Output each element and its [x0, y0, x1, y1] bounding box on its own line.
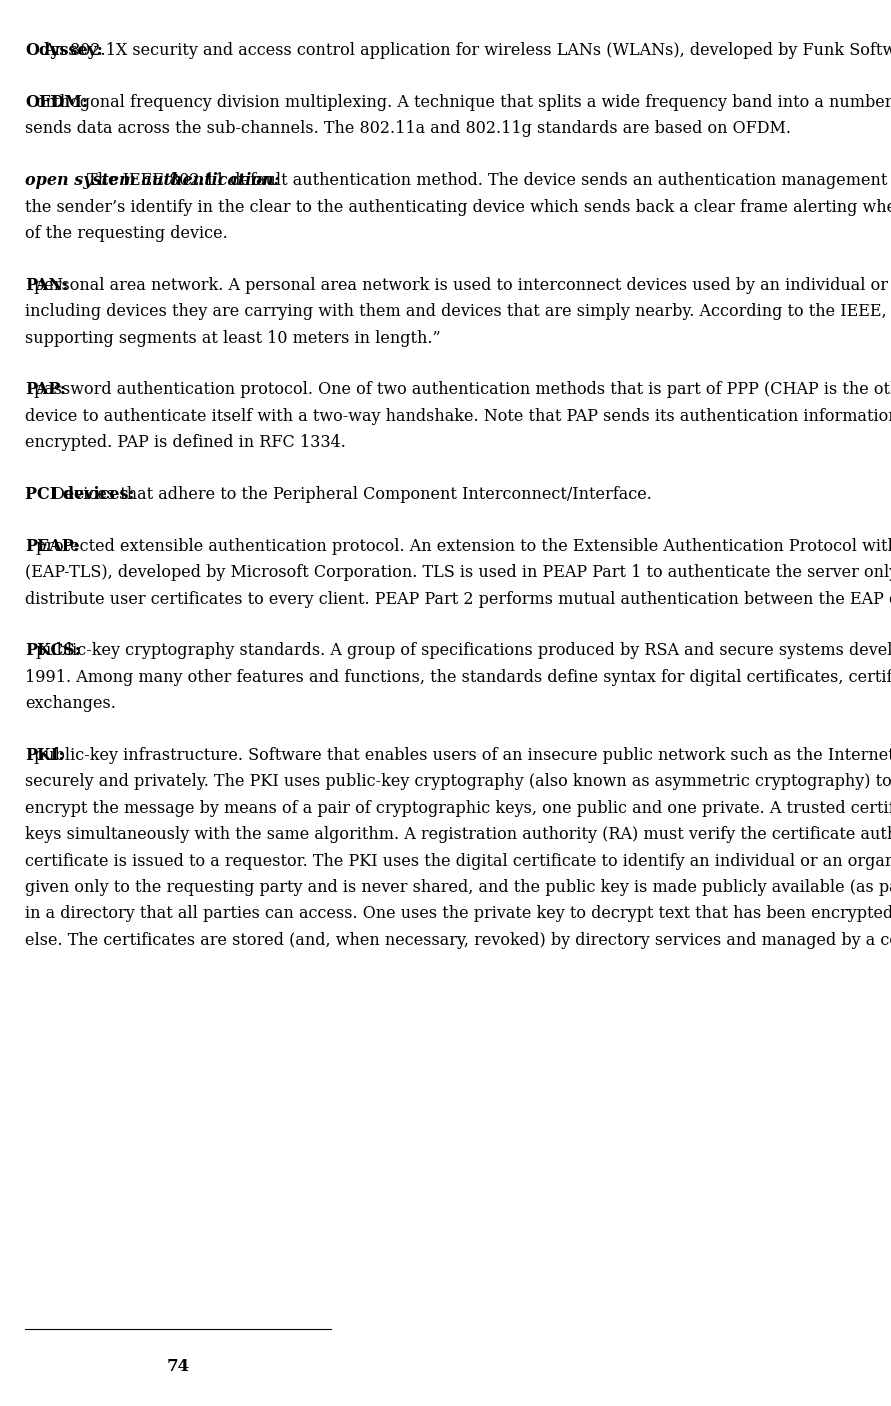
Text: sends data across the sub-channels. The 802.11a and 802.11g standards are based : sends data across the sub-channels. The …	[25, 121, 791, 138]
Text: protected extensible authentication protocol. An extension to the Extensible Aut: protected extensible authentication prot…	[37, 537, 891, 554]
Text: PAN:: PAN:	[25, 277, 69, 294]
Text: exchanges.: exchanges.	[25, 695, 116, 711]
Text: the sender’s identify in the clear to the authenticating device which sends back: the sender’s identify in the clear to th…	[25, 198, 891, 215]
Text: distribute user certificates to every client. PEAP Part 2 performs mutual authen: distribute user certificates to every cl…	[25, 591, 891, 607]
Text: certificate is issued to a requestor. The PKI uses the digital certificate to id: certificate is issued to a requestor. Th…	[25, 852, 891, 869]
Text: keys simultaneously with the same algorithm. A registration authority (RA) must : keys simultaneously with the same algori…	[25, 827, 891, 844]
Text: else. The certificates are stored (and, when necessary, revoked) by directory se: else. The certificates are stored (and, …	[25, 932, 891, 949]
Text: in a directory that all parties can access. One uses the private key to decrypt : in a directory that all parties can acce…	[25, 905, 891, 922]
Text: Odyssey:: Odyssey:	[25, 42, 102, 59]
Text: PEAP:: PEAP:	[25, 537, 79, 554]
Text: given only to the requesting party and is never shared, and the public key is ma: given only to the requesting party and i…	[25, 879, 891, 896]
Text: device to authenticate itself with a two-way handshake. Note that PAP sends its : device to authenticate itself with a two…	[25, 408, 891, 425]
Text: open system authentication:: open system authentication:	[25, 172, 280, 188]
Text: encrypted. PAP is defined in RFC 1334.: encrypted. PAP is defined in RFC 1334.	[25, 434, 346, 451]
Text: An 802.1X security and access control application for wireless LANs (WLANs), dev: An 802.1X security and access control ap…	[44, 42, 891, 59]
Text: including devices they are carrying with them and devices that are simply nearby: including devices they are carrying with…	[25, 304, 891, 321]
Text: 74: 74	[166, 1358, 189, 1375]
Text: Devices that adhere to the Peripheral Component Interconnect/Interface.: Devices that adhere to the Peripheral Co…	[53, 486, 652, 503]
Text: personal area network. A personal area network is used to interconnect devices u: personal area network. A personal area n…	[34, 277, 891, 294]
Text: The IEEE 802.11 default authentication method. The device sends an authenticatio: The IEEE 802.11 default authentication m…	[86, 172, 891, 188]
Text: OFDM:: OFDM:	[25, 94, 87, 111]
Text: orthogonal frequency division multiplexing. A technique that splits a wide frequ: orthogonal frequency division multiplexi…	[37, 94, 891, 111]
Text: PKCS:: PKCS:	[25, 643, 80, 659]
Text: public-key cryptography standards. A group of specifications produced by RSA and: public-key cryptography standards. A gro…	[37, 643, 891, 659]
Text: public-key infrastructure. Software that enables users of an insecure public net: public-key infrastructure. Software that…	[34, 747, 891, 763]
Text: PKI:: PKI:	[25, 747, 64, 763]
Text: (EAP-TLS), developed by Microsoft Corporation. TLS is used in PEAP Part 1 to aut: (EAP-TLS), developed by Microsoft Corpor…	[25, 564, 891, 581]
Text: securely and privately. The PKI uses public-key cryptography (also known as asym: securely and privately. The PKI uses pub…	[25, 773, 891, 790]
Text: PCI devices:: PCI devices:	[25, 486, 135, 503]
Text: PAP:: PAP:	[25, 381, 66, 398]
Text: supporting segments at least 10 meters in length.”: supporting segments at least 10 meters i…	[25, 329, 440, 346]
Text: of the requesting device.: of the requesting device.	[25, 225, 227, 242]
Text: 1991. Among many other features and functions, the standards define syntax for d: 1991. Among many other features and func…	[25, 669, 891, 686]
Text: encrypt the message by means of a pair of cryptographic keys, one public and one: encrypt the message by means of a pair o…	[25, 800, 891, 817]
Text: password authentication protocol. One of two authentication methods that is part: password authentication protocol. One of…	[34, 381, 891, 398]
